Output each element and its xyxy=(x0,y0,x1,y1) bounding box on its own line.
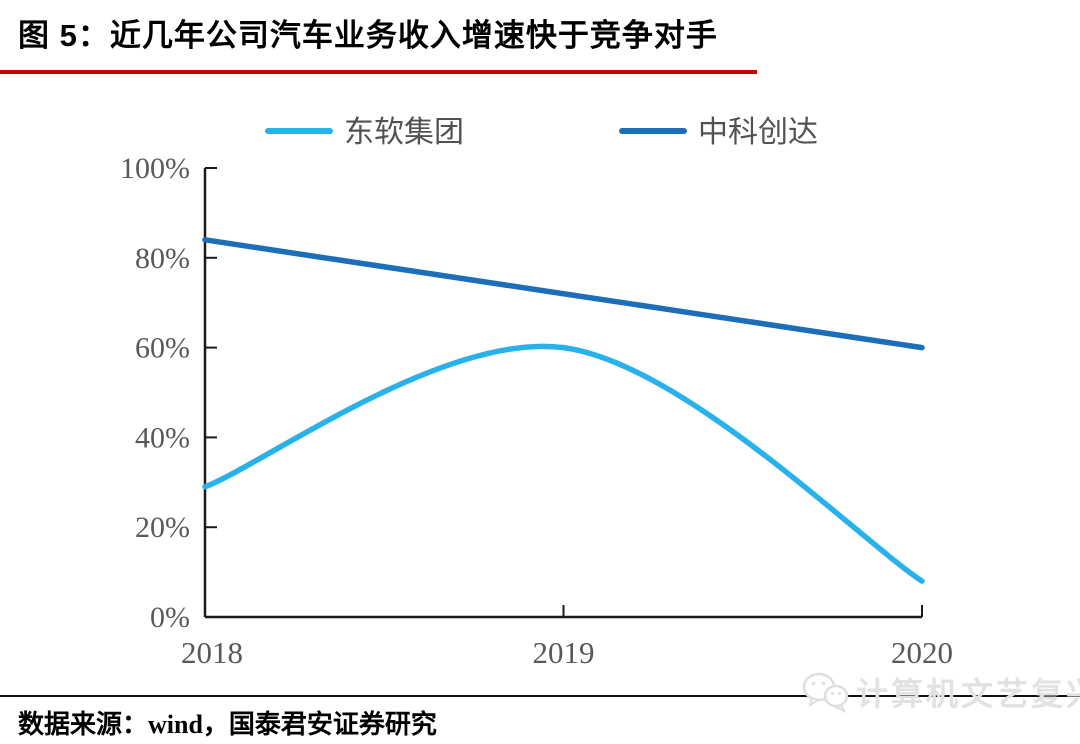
y-tick-label: 20% xyxy=(135,511,190,544)
line-chart: 0% 20% 40% 60% 80% 100% 2018 2019 2020 东软集团 中科创达 xyxy=(120,116,953,670)
watermark: 计算机文艺复兴 xyxy=(800,666,1080,718)
x-tick-label: 2020 xyxy=(891,635,953,670)
figure-title: 图 5：近几年公司汽车业务收入增速快于竞争对手 xyxy=(18,18,718,53)
legend-label: 东软集团 xyxy=(344,116,464,149)
title-accent-rule xyxy=(0,70,757,74)
y-tick-label: 0% xyxy=(150,601,190,634)
footer-divider xyxy=(0,695,1080,697)
legend-label: 中科创达 xyxy=(698,116,818,149)
series-line-中科创达 xyxy=(202,237,925,351)
data-source: 数据来源：wind，国泰君安证券研究 xyxy=(18,710,437,739)
y-tick-label: 60% xyxy=(135,332,190,365)
wechat-icon xyxy=(802,672,849,714)
x-tick-label: 2019 xyxy=(533,635,595,670)
x-tick-label: 2018 xyxy=(181,635,243,670)
y-tick-label: 80% xyxy=(135,242,190,275)
y-tick-label: 40% xyxy=(135,421,190,454)
watermark-text: 计算机文艺复兴 xyxy=(856,676,1080,712)
series-line-东软集团 xyxy=(202,343,925,584)
y-tick-label: 100% xyxy=(120,152,190,185)
